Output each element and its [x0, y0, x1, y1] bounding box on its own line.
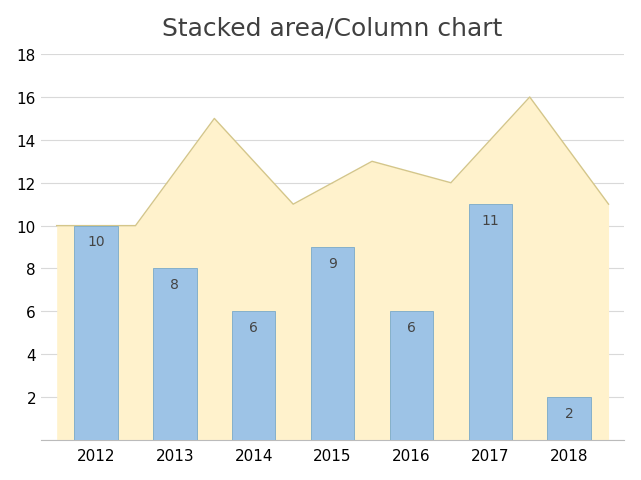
Bar	[153, 269, 197, 440]
Bar	[390, 312, 433, 440]
Text: 6: 6	[407, 320, 416, 334]
Text: 10: 10	[87, 235, 105, 249]
Text: 11: 11	[481, 213, 499, 228]
Text: 6: 6	[249, 320, 258, 334]
Text: 2: 2	[565, 406, 574, 420]
Bar	[547, 397, 591, 440]
Bar	[74, 226, 118, 440]
Title: Stacked area/Column chart: Stacked area/Column chart	[162, 17, 503, 41]
Bar	[232, 312, 276, 440]
Bar	[311, 248, 354, 440]
Text: 8: 8	[171, 277, 179, 291]
Bar	[469, 205, 512, 440]
Text: 9: 9	[328, 256, 337, 270]
